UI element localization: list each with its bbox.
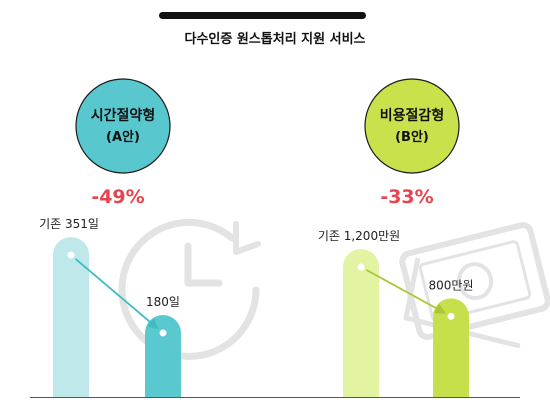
bar-dot-a-0 xyxy=(67,251,75,259)
bar-a-after xyxy=(145,314,181,397)
group-label-sub-a: (A안) xyxy=(106,129,140,145)
trend-arrow-a xyxy=(74,258,159,330)
data-label-b-before: 기존 1,200만원 xyxy=(318,229,400,243)
bar-b-before xyxy=(343,249,379,397)
bar-dot-b-1 xyxy=(447,312,455,320)
data-label-a-after: 180일 xyxy=(146,295,180,309)
clock-icon xyxy=(118,218,261,360)
bar-dot-a-1 xyxy=(159,329,167,337)
bar-a-before xyxy=(53,237,89,397)
trend-arrow-b xyxy=(365,269,446,314)
group-label-sub-b: (B안) xyxy=(395,129,429,145)
group-label-title-b: 비용절감형 xyxy=(380,107,444,124)
bar-dot-b-0 xyxy=(357,263,365,271)
bar-b-after xyxy=(433,298,469,397)
group-label-circle-a xyxy=(75,78,171,174)
group-label-title-a: 시간절약형 xyxy=(91,107,155,124)
group-label-circle-b xyxy=(364,78,460,174)
data-label-b-after: 800만원 xyxy=(429,278,474,292)
data-label-a-before: 기존 351일 xyxy=(39,217,99,231)
change-percent-b: -33% xyxy=(380,186,433,208)
money-bills-icon xyxy=(399,222,550,349)
page-title: 다수인증 원스톱처리 지원 서비스 xyxy=(184,32,366,47)
title-bar-decoration xyxy=(159,12,366,19)
change-percent-a: -49% xyxy=(91,186,144,208)
